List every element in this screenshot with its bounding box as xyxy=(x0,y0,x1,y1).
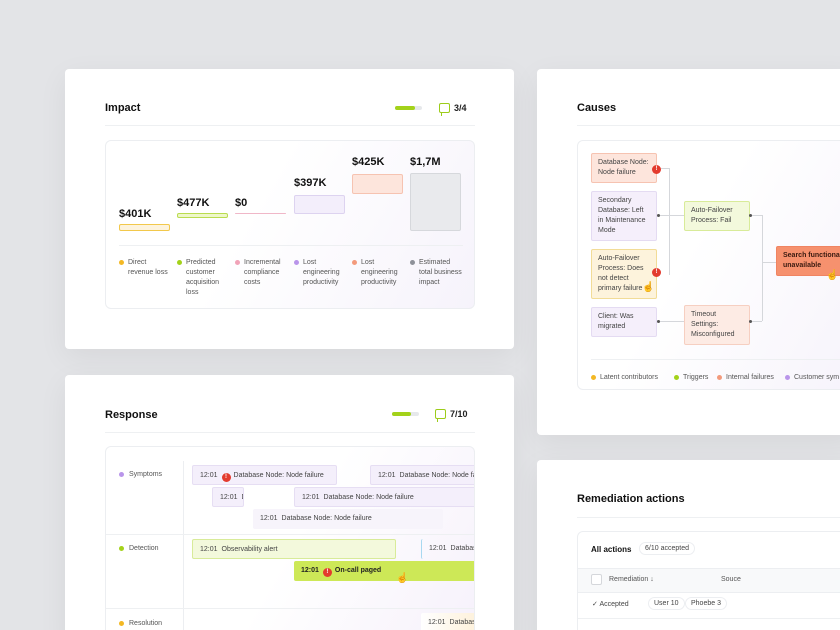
impact-bar-engineering-1[interactable]: $397K xyxy=(294,141,346,241)
error-icon: ! xyxy=(221,473,231,482)
node-search-unavailable[interactable]: Search functionality: unavailable xyxy=(776,246,840,276)
event-symptom[interactable]: 12:01! Database Node: Node failure xyxy=(192,465,337,485)
legend-triggers: Triggers xyxy=(674,374,708,381)
causes-card: Causes Database Node: Node failure ! Sec… xyxy=(537,69,840,435)
tab-all-actions[interactable]: All actions xyxy=(591,545,632,554)
event-detection[interactable]: 12:01 Databas xyxy=(421,539,474,559)
remediation-table: All actions 6/10 accepted Remediation ↓ … xyxy=(577,531,840,630)
response-comment-counter[interactable]: 7/10 xyxy=(435,409,468,422)
impact-bar-engineering-2[interactable]: $425K xyxy=(352,141,404,241)
remediation-title: Remediation actions xyxy=(577,493,685,505)
error-icon: ! xyxy=(322,568,332,577)
chip-assignee[interactable]: Phoebe 3 xyxy=(685,597,727,610)
error-icon: ! xyxy=(652,165,661,174)
legend-engineering-2: Lost engineering productivity xyxy=(352,258,404,288)
causes-title: Causes xyxy=(577,102,617,114)
impact-progress-bar xyxy=(395,106,422,110)
accepted-count-badge: 6/10 accepted xyxy=(639,542,695,555)
sort-down-icon: ↓ xyxy=(650,576,654,583)
hand-cursor-icon: ☝ xyxy=(826,270,839,281)
impact-bar-compliance[interactable]: $0 xyxy=(235,141,287,241)
event-resolution[interactable]: 12:01 Databas xyxy=(421,613,474,630)
event-symptom[interactable]: 12:01 Database Node: Node failure xyxy=(253,509,443,529)
chip-user[interactable]: User 10 xyxy=(648,597,685,610)
row-detection: Detection xyxy=(119,545,159,552)
impact-divider xyxy=(105,125,475,126)
impact-bar-total[interactable]: $1,7M xyxy=(410,141,462,241)
impact-card: Impact 3/4 $401K $477K $0 $397K $425K $1… xyxy=(65,69,514,349)
check-icon: ✓ xyxy=(592,601,598,608)
legend-compliance: Incremental compliance costs xyxy=(235,258,287,288)
impact-title: Impact xyxy=(105,102,141,114)
remediation-card: Remediation actions All actions 6/10 acc… xyxy=(537,460,840,630)
hand-cursor-icon: ☝ xyxy=(642,282,655,293)
response-title: Response xyxy=(105,409,158,421)
row-resolution: Resolution xyxy=(119,620,162,627)
node-database-node-failure[interactable]: Database Node: Node failure xyxy=(591,153,657,183)
node-auto-failover-detect[interactable]: Auto-Failover Process: Does not detect p… xyxy=(591,249,657,299)
impact-comment-counter[interactable]: 3/4 xyxy=(439,103,467,116)
impact-bar-direct-revenue[interactable]: $401K xyxy=(119,141,171,241)
response-card: Response 7/10 Symptoms Detection Resolut… xyxy=(65,375,514,630)
node-timeout-settings[interactable]: Timeout Settings: Misconfigured xyxy=(684,305,750,345)
legend-engineering-1: Lost engineering productivity xyxy=(294,258,346,288)
impact-bar-customer-acquisition[interactable]: $477K xyxy=(177,141,229,241)
node-secondary-database[interactable]: Secondary Database: Left in Maintenance … xyxy=(591,191,657,241)
response-progress-bar xyxy=(392,412,419,416)
node-auto-failover-fail[interactable]: Auto-Failover Process: Fail xyxy=(684,201,750,231)
legend-direct-revenue: Direct revenue loss xyxy=(119,258,171,278)
legend-latent-contributors: Latent contributors xyxy=(591,374,658,381)
response-timeline: Symptoms Detection Resolution 12:01! Data… xyxy=(105,446,475,630)
event-symptom[interactable]: 12:01 Database Node: Node failure xyxy=(294,487,474,507)
legend-customer-symptoms: Customer sym xyxy=(785,374,839,381)
legend-customer-acquisition: Predicted customer acquisition loss xyxy=(177,258,229,298)
event-on-call-paged[interactable]: 12:01! On-call paged xyxy=(294,561,474,581)
select-all-checkbox[interactable] xyxy=(591,574,602,585)
hand-cursor-icon: ☝ xyxy=(396,573,409,584)
row-symptoms: Symptoms xyxy=(119,471,162,478)
causes-diagram: Database Node: Node failure ! Secondary … xyxy=(577,140,840,390)
legend-internal-failures: Internal failures xyxy=(717,374,774,381)
comment-icon xyxy=(435,409,446,422)
error-icon: ! xyxy=(652,268,661,277)
column-source[interactable]: Souce xyxy=(721,576,741,583)
node-client-migrated[interactable]: Client: Was migrated xyxy=(591,307,657,337)
event-detection[interactable]: 12:01 Observability alert xyxy=(192,539,396,559)
row-status-accepted: ✓ Accepted xyxy=(592,601,629,608)
event-symptom[interactable]: 12:01 Database Node: Node fa xyxy=(370,465,474,485)
comment-icon xyxy=(439,103,450,116)
legend-total: Estimated total business impact xyxy=(410,258,462,288)
impact-chart: $401K $477K $0 $397K $425K $1,7M Direct … xyxy=(105,140,475,309)
column-remediation[interactable]: Remediation ↓ xyxy=(609,576,654,583)
